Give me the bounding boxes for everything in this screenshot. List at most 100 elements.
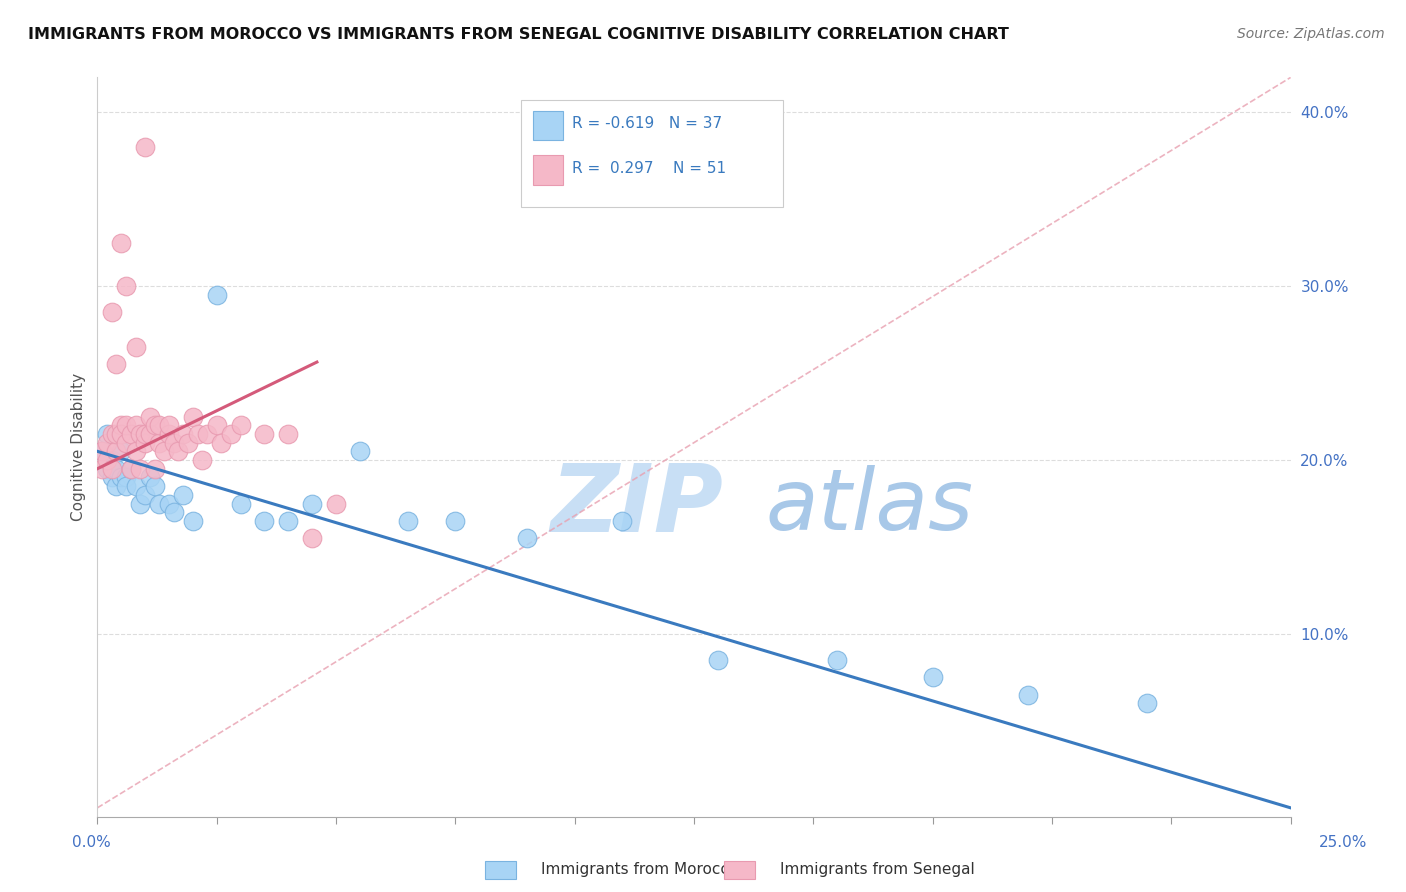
FancyBboxPatch shape [522,100,783,207]
Point [139,426,162,441]
Point [110,470,132,484]
Y-axis label: Cognitive Disability: Cognitive Disability [72,373,86,521]
Point [100,461,122,475]
Point [100,470,122,484]
Point [96,461,118,475]
Point [205,288,228,302]
Point [153,444,176,458]
Point [115,479,138,493]
Point [229,496,252,510]
Point [124,340,146,354]
Point [100,426,122,441]
Point [143,418,166,433]
Point [707,653,730,667]
Text: Immigrants from Morocco: Immigrants from Morocco [541,863,738,877]
Point [96,435,118,450]
Point [129,496,152,510]
Point [120,461,142,475]
Point [349,444,371,458]
Text: ZIP: ZIP [551,460,724,552]
Point [115,435,138,450]
Point [181,514,204,528]
Text: 0.0%: 0.0% [72,836,111,850]
Point [157,426,180,441]
Point [219,426,242,441]
Point [1017,688,1039,702]
Point [115,418,138,433]
Point [187,426,209,441]
Point [163,435,186,450]
Point [110,426,132,441]
Point [105,479,128,493]
Point [181,409,204,424]
Text: R =  0.297    N = 51: R = 0.297 N = 51 [572,161,727,176]
Point [191,453,214,467]
Point [124,444,146,458]
Point [301,531,323,545]
Point [105,444,128,458]
Point [205,418,228,433]
Point [139,470,162,484]
Point [148,496,170,510]
Point [120,461,142,475]
Text: 25.0%: 25.0% [1319,836,1367,850]
Point [277,426,299,441]
FancyBboxPatch shape [533,155,562,185]
Text: R = -0.619   N = 37: R = -0.619 N = 37 [572,116,723,131]
Point [277,514,299,528]
Point [134,426,156,441]
Point [229,418,252,433]
Point [91,444,114,458]
Point [134,140,156,154]
Point [143,461,166,475]
Point [177,435,200,450]
Point [139,409,162,424]
Point [124,418,146,433]
Point [143,479,166,493]
Point [105,358,128,372]
Text: Source: ZipAtlas.com: Source: ZipAtlas.com [1237,27,1385,41]
Point [612,514,634,528]
Point [115,279,138,293]
Point [96,453,118,467]
Point [129,426,152,441]
Point [444,514,467,528]
Point [172,488,194,502]
Point [172,426,194,441]
Point [211,435,233,450]
Point [110,418,132,433]
Point [115,470,138,484]
Point [91,461,114,475]
Point [325,496,347,510]
Text: atlas: atlas [766,465,973,548]
Point [91,444,114,458]
Point [157,496,180,510]
Point [110,444,132,458]
Text: Immigrants from Senegal: Immigrants from Senegal [780,863,976,877]
Point [129,461,152,475]
Point [921,670,943,684]
Point [105,461,128,475]
Point [100,453,122,467]
Point [148,418,170,433]
FancyBboxPatch shape [533,111,562,140]
Text: IMMIGRANTS FROM MOROCCO VS IMMIGRANTS FROM SENEGAL COGNITIVE DISABILITY CORRELAT: IMMIGRANTS FROM MOROCCO VS IMMIGRANTS FR… [28,27,1010,42]
Point [195,426,218,441]
Point [1136,697,1159,711]
Point [157,418,180,433]
Point [100,305,122,319]
Point [134,435,156,450]
Point [96,426,118,441]
Point [301,496,323,510]
Point [167,444,190,458]
Point [110,235,132,250]
Point [163,505,186,519]
Point [134,488,156,502]
Point [253,514,276,528]
Point [396,514,419,528]
Point [105,426,128,441]
Point [120,426,142,441]
Point [825,653,848,667]
Point [516,531,538,545]
Point [124,479,146,493]
